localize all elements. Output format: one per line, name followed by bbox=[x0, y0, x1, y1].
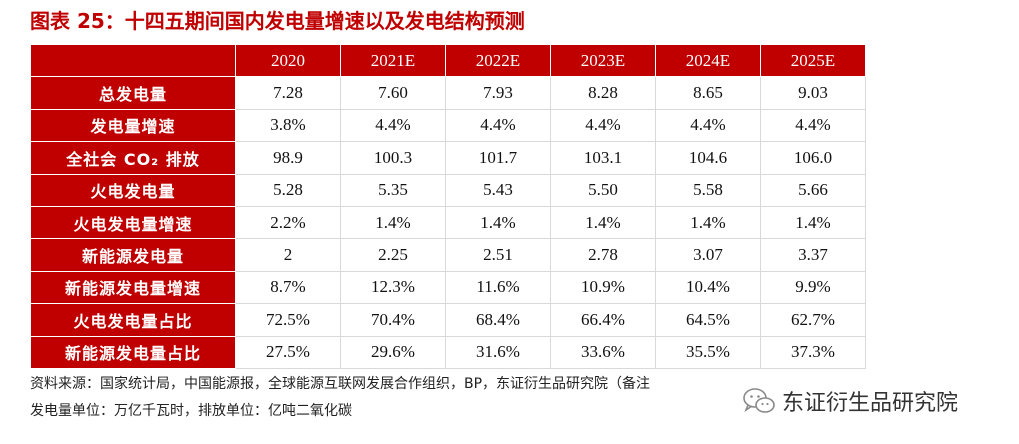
table-cell: 66.4% bbox=[550, 303, 656, 337]
table-cell: 1.4% bbox=[760, 205, 866, 240]
table-cell: 3.8% bbox=[235, 108, 341, 143]
table-cell: 2.25 bbox=[340, 238, 446, 272]
table-cell: 10.4% bbox=[655, 270, 761, 305]
column-header: 2020 bbox=[235, 43, 341, 78]
table-cell: 4.4% bbox=[340, 108, 446, 143]
table-cell: 5.66 bbox=[760, 173, 866, 207]
column-header: 2024E bbox=[655, 43, 761, 78]
table-cell: 7.28 bbox=[235, 76, 341, 110]
forecast-table: 2020 2021E 2022E 2023E 2024E 2025E 总发电量 7… bbox=[30, 43, 866, 369]
wechat-icon bbox=[742, 386, 776, 416]
row-label: 新能源发电量占比 bbox=[30, 335, 236, 369]
table-cell: 2 bbox=[235, 238, 341, 272]
header-row: 2020 2021E 2022E 2023E 2024E 2025E bbox=[30, 43, 866, 78]
row-label: 新能源发电量增速 bbox=[30, 270, 236, 305]
table-cell: 62.7% bbox=[760, 303, 866, 337]
watermark: 东证衍生品研究院 bbox=[742, 384, 958, 418]
table-cell: 5.35 bbox=[340, 173, 446, 207]
row-label: 火电发电量占比 bbox=[30, 303, 236, 337]
notes: 资料来源：国家统计局，中国能源报，全球能源互联网发展合作组织，BP，东证衍生品研… bbox=[30, 371, 800, 425]
table-cell: 31.6% bbox=[445, 335, 551, 369]
table-row: 火电发电量 5.28 5.35 5.43 5.50 5.58 5.66 bbox=[30, 173, 866, 207]
table-cell: 70.4% bbox=[340, 303, 446, 337]
row-label: 总发电量 bbox=[30, 76, 236, 110]
table-cell: 8.7% bbox=[235, 270, 341, 305]
table-row: 新能源发电量 2 2.25 2.51 2.78 3.07 3.37 bbox=[30, 238, 866, 272]
table-cell: 1.4% bbox=[655, 205, 761, 240]
table-cell: 37.3% bbox=[760, 335, 866, 369]
row-label: 火电发电量增速 bbox=[30, 205, 236, 240]
table-cell: 101.7 bbox=[445, 141, 551, 175]
table-cell: 12.3% bbox=[340, 270, 446, 305]
table-cell: 1.4% bbox=[340, 205, 446, 240]
table-row: 新能源发电量占比 27.5% 29.6% 31.6% 33.6% 35.5% 37.3% bbox=[30, 335, 866, 369]
table-cell: 5.28 bbox=[235, 173, 341, 207]
column-header: 2025E bbox=[760, 43, 866, 78]
table-row: 发电量增速 3.8% 4.4% 4.4% 4.4% 4.4% 4.4% bbox=[30, 108, 866, 143]
unit-note: 发电量单位：万亿千瓦时，排放单位：亿吨二氧化碳 bbox=[30, 403, 352, 419]
table-cell: 4.4% bbox=[760, 108, 866, 143]
table-row: 总发电量 7.28 7.60 7.93 8.28 8.65 9.03 bbox=[30, 76, 866, 110]
watermark-text: 东证衍生品研究院 bbox=[782, 391, 959, 416]
table-cell: 103.1 bbox=[550, 141, 656, 175]
column-header: 2021E bbox=[340, 43, 446, 78]
table-cell: 7.93 bbox=[445, 76, 551, 110]
table-cell: 4.4% bbox=[655, 108, 761, 143]
table-row: 新能源发电量增速 8.7% 12.3% 11.6% 10.9% 10.4% 9.9% bbox=[30, 270, 866, 305]
table-cell: 72.5% bbox=[235, 303, 341, 337]
table-cell: 64.5% bbox=[655, 303, 761, 337]
table-cell: 68.4% bbox=[445, 303, 551, 337]
source-note: 资料来源：国家统计局，中国能源报，全球能源互联网发展合作组织，BP，东证衍生品研… bbox=[30, 376, 651, 392]
table-cell: 8.65 bbox=[655, 76, 761, 110]
table-cell: 100.3 bbox=[340, 141, 446, 175]
table-cell: 1.4% bbox=[445, 205, 551, 240]
table-cell: 2.78 bbox=[550, 238, 656, 272]
table-row: 火电发电量占比 72.5% 70.4% 68.4% 66.4% 64.5% 62.7% bbox=[30, 303, 866, 337]
table-row: 全社会 CO₂ 排放 98.9 100.3 101.7 103.1 104.6 106.0 bbox=[30, 141, 866, 175]
table-cell: 2.2% bbox=[235, 205, 341, 240]
table-cell: 35.5% bbox=[655, 335, 761, 369]
row-label: 火电发电量 bbox=[30, 173, 236, 207]
table-cell: 3.07 bbox=[655, 238, 761, 272]
table-cell: 7.60 bbox=[340, 76, 446, 110]
column-header: 2022E bbox=[445, 43, 551, 78]
table-cell: 5.43 bbox=[445, 173, 551, 207]
table-row: 火电发电量增速 2.2% 1.4% 1.4% 1.4% 1.4% 1.4% bbox=[30, 205, 866, 240]
figure-title: 图表 25：十四五期间国内发电量增速以及发电结构预测 bbox=[30, 9, 525, 33]
table-cell: 2.51 bbox=[445, 238, 551, 272]
table-cell: 1.4% bbox=[550, 205, 656, 240]
header-corner bbox=[30, 43, 236, 78]
table-cell: 5.50 bbox=[550, 173, 656, 207]
table-cell: 104.6 bbox=[655, 141, 761, 175]
table-cell: 9.03 bbox=[760, 76, 866, 110]
table-cell: 10.9% bbox=[550, 270, 656, 305]
table-cell: 3.37 bbox=[760, 238, 866, 272]
table-cell: 4.4% bbox=[445, 108, 551, 143]
table-cell: 5.58 bbox=[655, 173, 761, 207]
row-label: 发电量增速 bbox=[30, 108, 236, 143]
table-cell: 11.6% bbox=[445, 270, 551, 305]
table-cell: 8.28 bbox=[550, 76, 656, 110]
table-cell: 9.9% bbox=[760, 270, 866, 305]
table-cell: 4.4% bbox=[550, 108, 656, 143]
table-cell: 106.0 bbox=[760, 141, 866, 175]
row-label: 新能源发电量 bbox=[30, 238, 236, 272]
table-cell: 33.6% bbox=[550, 335, 656, 369]
row-label: 全社会 CO₂ 排放 bbox=[30, 141, 236, 175]
column-header: 2023E bbox=[550, 43, 656, 78]
table-cell: 98.9 bbox=[235, 141, 341, 175]
table-cell: 27.5% bbox=[235, 335, 341, 369]
table-cell: 29.6% bbox=[340, 335, 446, 369]
